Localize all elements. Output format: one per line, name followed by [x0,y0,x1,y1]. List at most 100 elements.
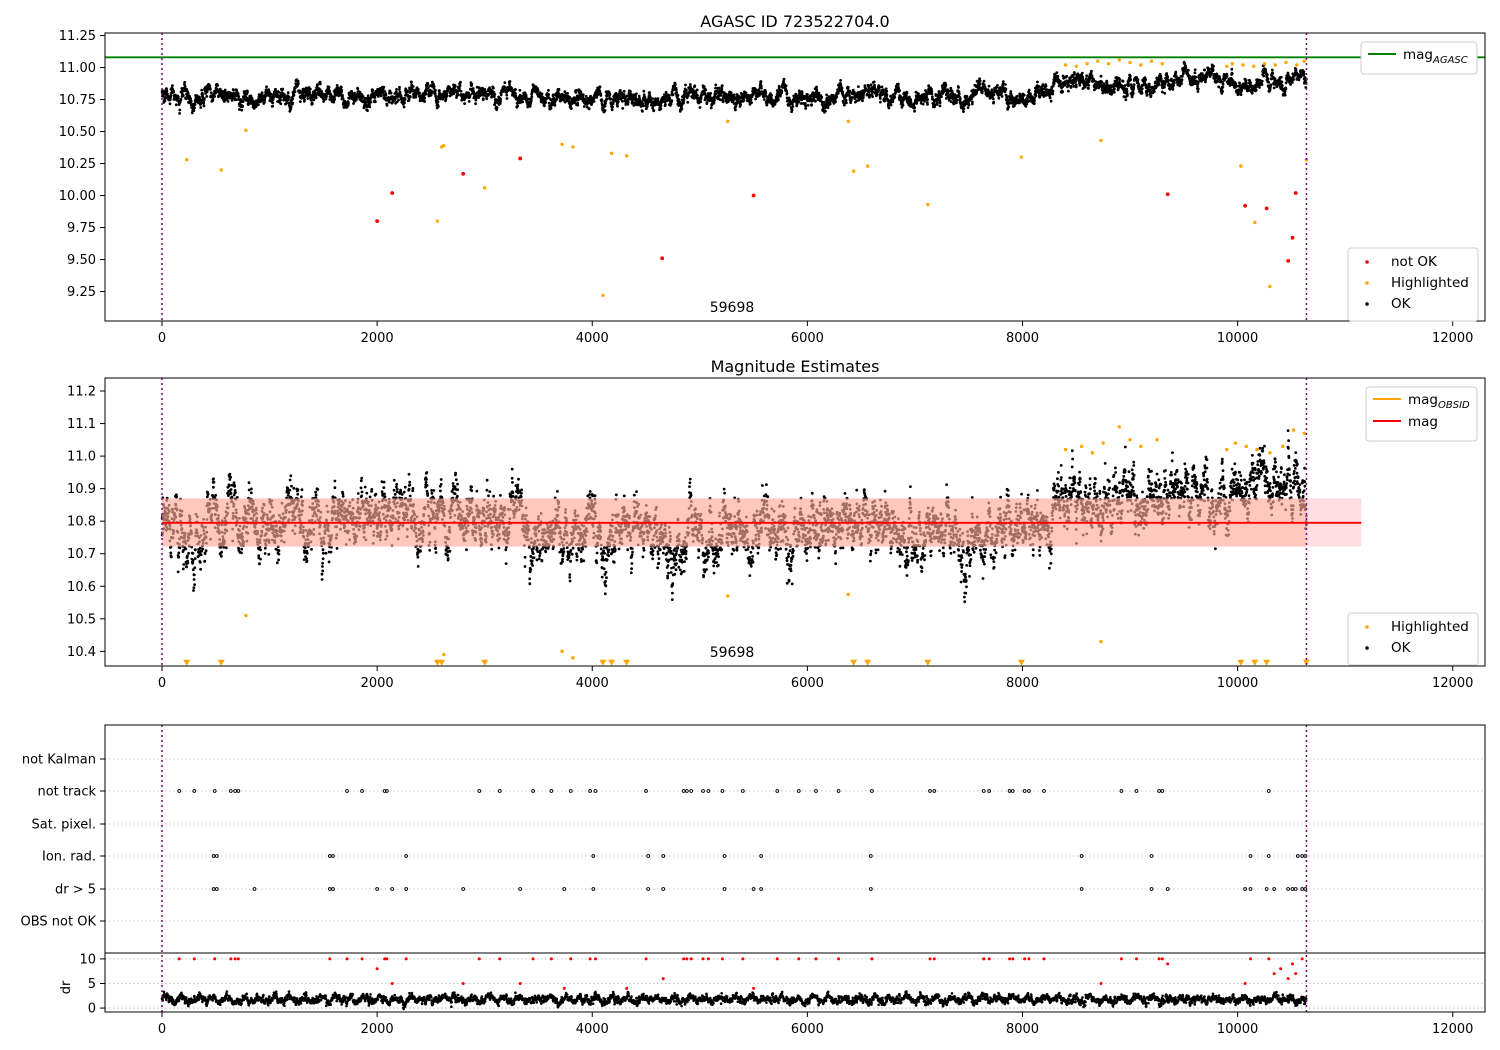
ok-point [885,93,889,97]
ok-point [423,100,426,103]
ok-point [950,89,954,93]
ok-point [364,100,368,104]
ok-point [209,91,213,94]
ok-point [402,105,406,109]
ok-point [327,85,331,89]
ok-point [720,88,724,91]
ok-point [286,91,290,95]
ok-point [1090,69,1093,73]
ok-point [884,87,888,91]
ok-point [749,97,753,101]
ok-point [1013,104,1016,108]
ok-point [468,94,472,97]
ok-point [474,102,477,106]
ok-point [598,85,602,89]
ok-point [1113,87,1116,91]
ok-point [1193,68,1197,72]
ok-point [459,89,463,93]
ok-point [908,95,911,99]
ok-point [936,101,939,105]
ok-point [1125,89,1129,93]
ok-point [168,102,172,106]
ok-point [340,90,344,94]
ok-point [923,100,926,103]
ok-point [1163,82,1167,86]
ok-point [787,96,791,100]
ok-point [799,102,803,105]
ok-point [289,105,293,109]
ok-point [281,87,285,91]
ok-point [274,87,277,91]
ok-point [957,92,961,96]
ok-point [366,109,369,112]
ok-point [982,79,986,83]
ok-point [848,89,852,93]
ok-point [380,94,383,98]
ok-point [325,95,328,98]
ok-point [991,97,995,101]
ok-point [1247,87,1251,91]
ok-point [893,95,897,99]
ok-point [1136,78,1140,81]
ok-point [432,85,436,88]
ok-point [966,106,970,109]
ok-point [896,82,900,86]
ok-point [1069,84,1073,88]
ok-point [759,84,763,88]
ok-point [1087,80,1091,84]
ok-point [200,88,204,92]
ok-point [664,90,668,94]
ok-point [967,103,971,107]
ok-point [1132,83,1136,87]
ok-point [616,100,620,104]
ok-point [1112,90,1116,94]
ok-point [199,102,203,106]
ok-point [459,80,462,84]
ok-point [545,97,548,101]
ok-point [458,84,462,87]
ok-point [347,101,350,105]
ok-point [394,95,397,99]
ok-point [193,102,197,106]
ok-point [474,98,478,102]
ok-point [1177,76,1181,80]
ok-point [651,97,654,100]
ok-point [432,82,435,86]
ok-point [885,89,889,93]
ok-point [1254,85,1258,89]
ok-point [192,109,196,112]
ok-point [514,92,517,95]
ok-point [1132,87,1136,91]
ok-point [1145,91,1148,94]
ok-point [704,88,708,92]
ok-point [557,88,561,92]
ok-point [840,86,844,90]
ok-point [568,96,572,100]
ok-point [205,90,209,93]
ok-point [499,93,503,97]
ok-point [350,91,354,94]
ok-point [1104,91,1107,94]
ok-point [308,87,312,91]
ok-point [978,83,982,86]
ok-point [765,103,769,107]
ok-point [407,99,411,102]
ok-point [574,88,578,92]
ok-point [616,104,619,108]
ok-point [203,97,206,100]
ok-point [481,97,485,101]
ok-point [234,98,238,101]
ok-point [1032,102,1036,106]
ok-point [445,94,449,98]
ok-point [764,92,768,95]
ok-point [1172,81,1176,85]
ok-point [671,93,675,97]
ok-point [642,93,646,97]
ok-point [205,95,209,98]
ok-point [1056,74,1060,78]
ok-point [814,99,817,103]
ok-point [269,95,273,99]
ok-point [626,102,630,106]
ok-point [456,93,460,97]
ok-point [181,94,185,98]
